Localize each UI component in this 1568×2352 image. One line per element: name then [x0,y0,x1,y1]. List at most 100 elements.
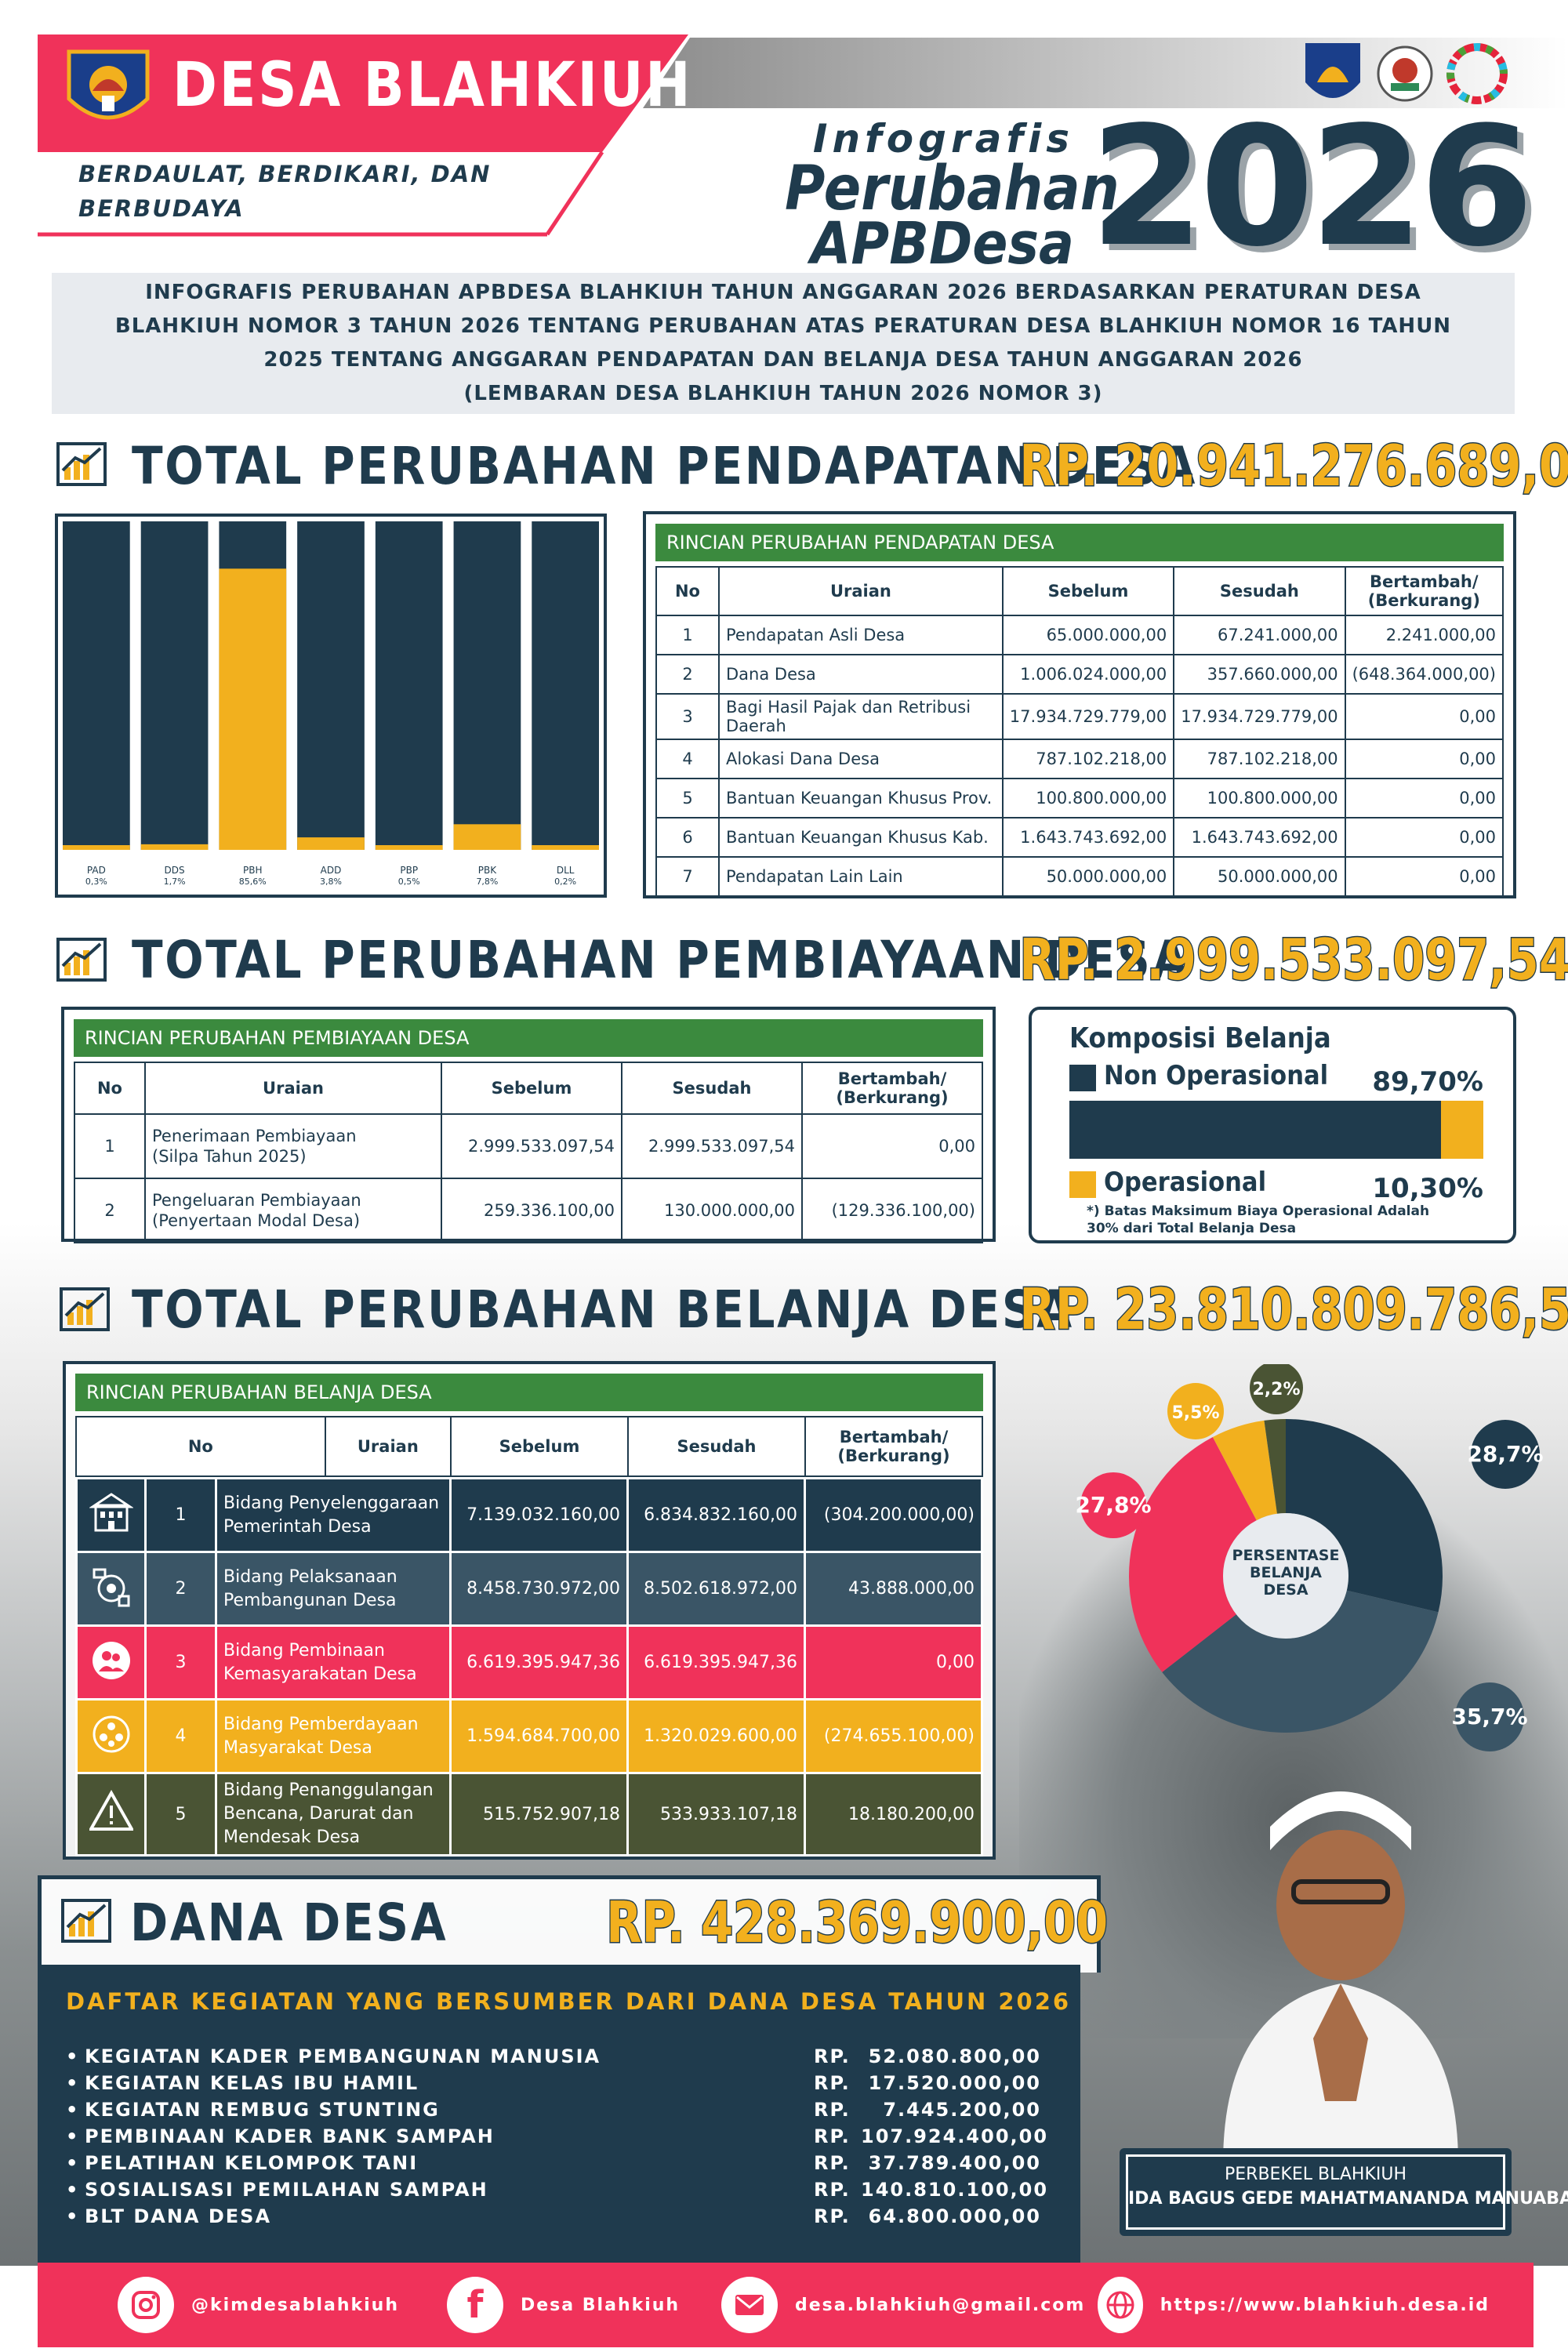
website-url: https://www.blahkiuh.desa.id [1160,2295,1490,2315]
cell-uraian: Dana Desa [718,654,1004,695]
cell-sesudah: 50.000.000,00 [1173,856,1346,897]
col-selisih-l1: Bertambah/ [839,1428,949,1446]
motto: BERDAULAT, BERDIKARI, DAN BERBUDAYA [78,157,491,226]
perbekel-card: PERBEKEL BLAHKIUH IDA BAGUS GEDE MAHATMA… [1120,2148,1568,2236]
cell-selisih: 43.888.000,00 [804,1551,983,1627]
data-label: 1,7% [164,877,186,887]
pendapatan-chart-panel: PAD 0,3% DDS 1,7% PBH 85,6% ADD 3,8% PBP 0,5% PBK 7… [55,514,607,898]
bar-track-dds [140,521,209,850]
col-sebelum: Sebelum [1001,566,1175,616]
facebook-name: Desa Blahkiuh [521,2295,681,2315]
tick-label: DLL [557,865,575,876]
col-selisih-l2: (Berkurang) [1367,591,1480,610]
bar-track-dll [532,521,599,850]
donut-slice [1212,1420,1277,1521]
item-amount: 64.800.000,00 [868,2205,1041,2227]
uraian-line-2: Kemasyarakatan Desa [223,1664,417,1684]
table-row: 3 Bidang Pembinaan Kemasyarakatan Desa 6.61… [75,1624,983,1700]
email-link[interactable]: desa.blahkiuh@gmail.com [721,2277,1098,2333]
cell-sebelum: 515.752.907,18 [449,1772,629,1857]
cell-sesudah: 787.102.218,00 [1173,739,1346,779]
komposisi-panel: Komposisi Belanja Non Operasional 89,70%… [1029,1007,1516,1243]
dana-desa-list-title: DAFTAR KEGIATAN YANG BERSUMBER DARI DANA… [66,1988,1072,2015]
partner-logos [1301,39,1508,108]
village-logo [61,44,155,136]
cell-selisih: 0,00 [1344,817,1504,858]
pendapatan-table-title: RINCIAN PERUBAHAN PENDAPATAN DESA [655,524,1504,561]
table-row: 5 Bidang Penanggulangan Bencana, Darurat d… [75,1772,983,1857]
cell-no: 3 [655,693,720,740]
cell-sesudah: 17.934.729.779,00 [1173,693,1346,740]
slice-label-badge [1080,1472,1146,1538]
data-label: 0,2% [554,877,576,887]
cell-no: 1 [74,1113,146,1179]
cell-uraian: Bagi Hasil Pajak dan Retribusi Daerah [718,693,1004,740]
cell-no: 3 [144,1624,217,1700]
data-label: 28,7% [1467,1441,1543,1467]
bullet: • [66,2099,80,2121]
nonop-value: 89,70% [1372,1066,1483,1098]
list-item: • KEGIATAN KADER PEMBANGUNAN MANUSIA RP. 52… [66,2043,1054,2070]
cell-sesudah: 2.999.533.097,54 [621,1113,803,1179]
title-infografis: Infografis [812,116,1074,162]
dana-desa-total: RP. 428.369.900,00 [605,1889,1109,1957]
donut-hole [1223,1513,1348,1639]
cell-selisih: 0,00 [1344,778,1504,818]
bar-pbk [453,824,521,850]
cell-sesudah: 6.619.395.947,36 [626,1624,806,1700]
col-no: No [655,566,720,616]
cell-sebelum: 1.643.743.692,00 [1001,817,1175,858]
table-row: 6 Bantuan Keuangan Khusus Kab. 1.643.743.6… [655,817,1504,858]
title-apbdesa: APBDesa [810,210,1074,278]
bullet: • [66,2125,80,2147]
col-sebelum: Sebelum [441,1062,622,1115]
instagram-icon [118,2277,174,2333]
cell-no: 1 [655,615,720,655]
cell-no: 4 [144,1698,217,1774]
cell-uraian: Bidang Pelaksanaan Pembangunan Desa [215,1551,452,1627]
cell-selisih: 2.241.000,00 [1344,615,1504,655]
website-link[interactable]: https://www.blahkiuh.desa.id [1098,2277,1490,2333]
warning-icon [75,1772,147,1857]
cell-uraian: Pendapatan Asli Desa [718,615,1004,655]
cell-uraian: Pengeluaran Pembiayaan (Penyertaan Modal … [144,1178,442,1243]
col-selisih-l2: (Berkurang) [837,1446,950,1465]
center-label: DESA [1263,1581,1308,1599]
bar-track-pad [63,521,130,850]
regency-emblem-icon [1305,43,1360,98]
title-year: 2026 [1090,91,1534,283]
cell-sesudah: 1.643.743.692,00 [1173,817,1346,858]
ministry-emblem-icon [1377,45,1433,102]
center-label: PERSENTASE [1232,1547,1340,1564]
list-item: • KEGIATAN KELAS IBU HAMIL RP. 17.520.000,0… [66,2070,1054,2096]
uraian-line-3: Mendesak Desa [223,1828,361,1847]
cell-sesudah: 8.502.618.972,00 [626,1551,806,1627]
cell-sesudah: 357.660.000,00 [1173,654,1346,695]
cell-sebelum: 6.619.395.947,36 [449,1624,629,1700]
bullet: • [66,2179,80,2201]
komposisi-title: Komposisi Belanja [1069,1022,1331,1054]
cell-sebelum: 787.102.218,00 [1001,739,1175,779]
cell-selisih: 0,00 [1344,693,1504,740]
cell-uraian: Bantuan Keuangan Khusus Kab. [718,817,1004,858]
op-label: Operasional [1104,1167,1267,1198]
table-row: 7 Pendapatan Lain Lain 50.000.000,00 50.000… [655,856,1504,897]
note-line-2: 30% dari Total Belanja Desa [1087,1221,1297,1236]
cell-selisih: 0,00 [1344,739,1504,779]
belanja-table: No Uraian Sebelum Sesudah Bertambah/(Ber… [75,1416,983,1477]
uraian-line-1: Penerimaan Pembiayaan [152,1127,357,1145]
email-address: desa.blahkiuh@gmail.com [795,2295,1086,2315]
cell-sesudah: 130.000.000,00 [621,1178,803,1243]
cell-sesudah: 67.241.000,00 [1173,615,1346,655]
col-uraian: Uraian [144,1062,442,1115]
col-sesudah: Sesudah [627,1416,806,1477]
instagram-link[interactable]: @kimdesablahkiuh [118,2277,447,2333]
item-name: PELATIHAN KELOMPOK TANI [85,2152,419,2174]
item-name: BLT DANA DESA [85,2205,272,2227]
table-row: 2 Pengeluaran Pembiayaan (Penyertaan Modal… [74,1178,983,1243]
uraian-line-1: Bidang Pemberdayaan [223,1714,419,1734]
tick-label: PBK [478,865,497,876]
facebook-link[interactable]: f Desa Blahkiuh [447,2277,721,2333]
cell-selisih: (274.655.100,00) [804,1698,983,1774]
uraian-line-1: Bidang Pembinaan [223,1640,385,1661]
